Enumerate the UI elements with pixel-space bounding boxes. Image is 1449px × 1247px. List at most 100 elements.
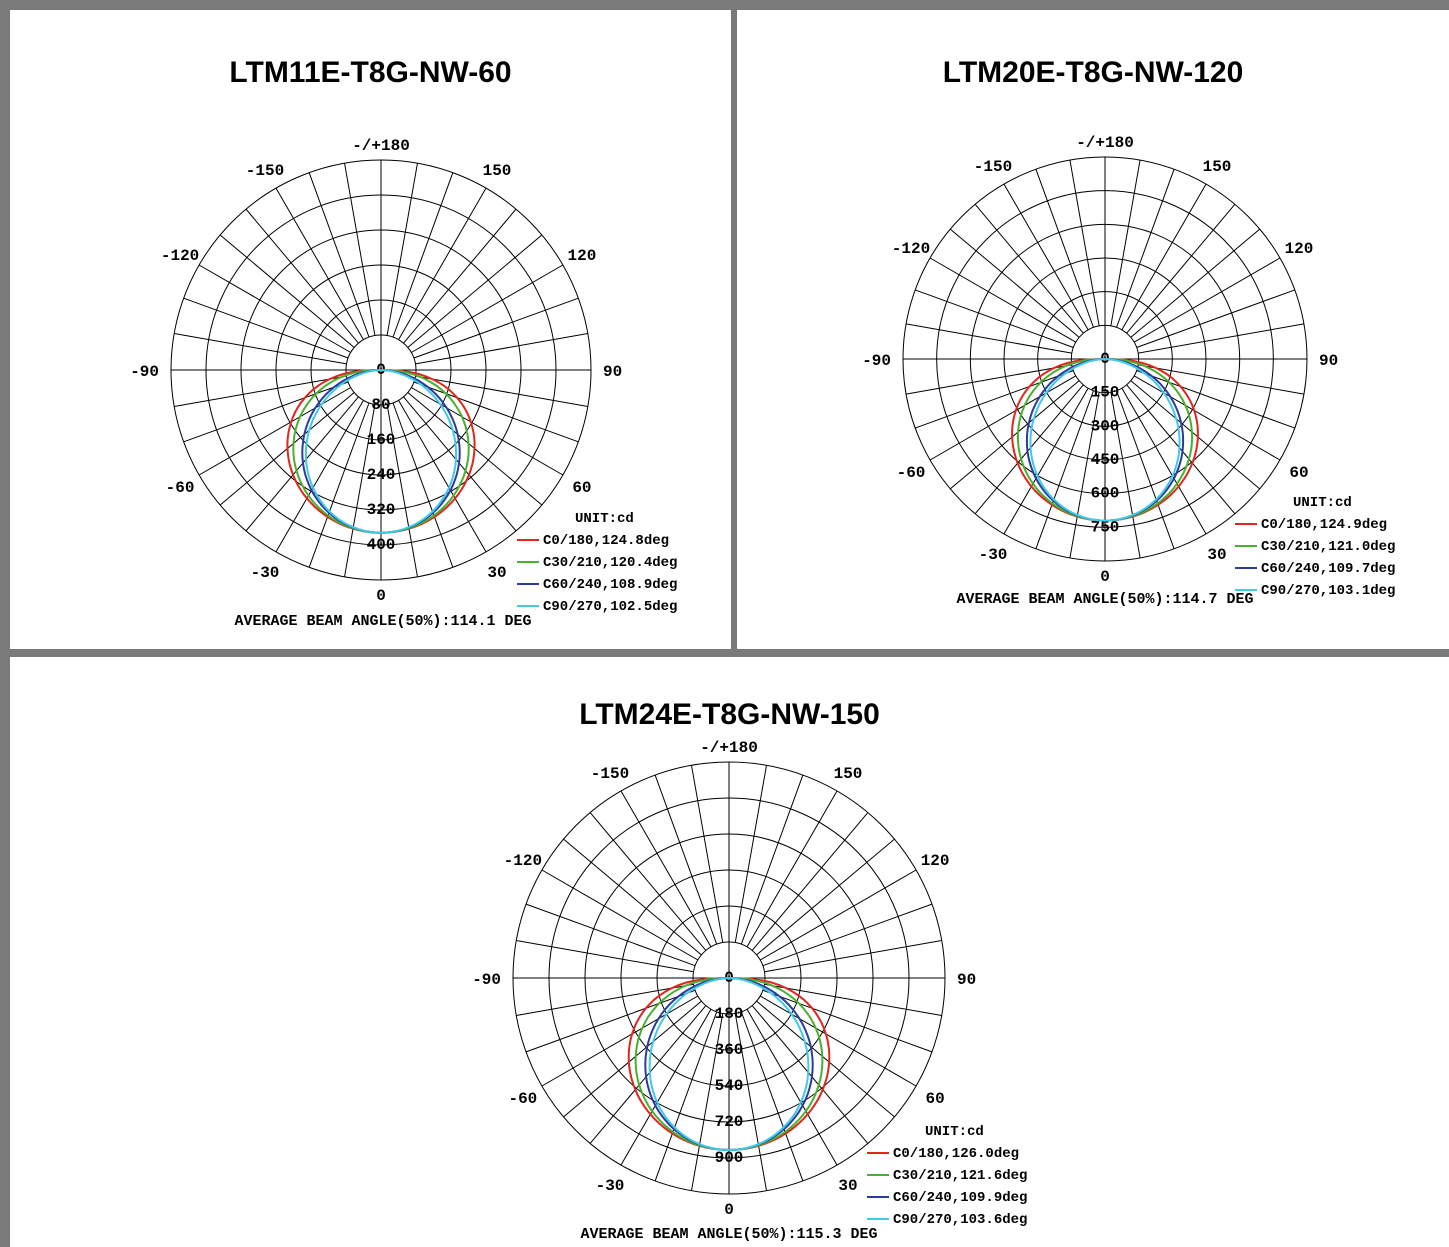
radial-tick-label: 240 <box>367 466 396 484</box>
angle-tick-label: 120 <box>1285 240 1314 258</box>
grid-spoke <box>1130 228 1261 338</box>
grid-spoke <box>1138 323 1305 354</box>
grid-spoke <box>1116 390 1175 549</box>
unit-label: UNIT:cd <box>925 1124 984 1140</box>
grid-spoke <box>415 375 588 407</box>
angle-tick-label: -/+180 <box>700 739 758 757</box>
grid-spoke <box>1110 159 1141 326</box>
angle-tick-label: 60 <box>1289 464 1308 482</box>
grid-spoke <box>764 983 942 1017</box>
frame-border-middle-vertical <box>731 0 737 655</box>
grid-spoke <box>751 1005 869 1144</box>
legend-label: C0/180,126.0deg <box>893 1146 1019 1162</box>
angle-tick-label: 30 <box>1207 546 1226 564</box>
grid-spoke <box>929 375 1077 461</box>
grid-spoke <box>915 370 1074 429</box>
grid-spoke <box>541 995 699 1087</box>
grid-spoke <box>1035 390 1094 549</box>
grid-spoke <box>915 289 1074 348</box>
unit-label: UNIT:cd <box>1293 495 1352 511</box>
angle-tick-label: -90 <box>130 363 159 381</box>
grid-spoke <box>589 1005 707 1144</box>
grid-spoke <box>525 989 696 1053</box>
grid-spoke <box>734 1013 768 1191</box>
grid-spoke <box>734 765 768 943</box>
angle-tick-label: -30 <box>596 1177 625 1195</box>
radial-tick-label: 540 <box>715 1077 744 1095</box>
grid-spoke <box>1138 364 1305 395</box>
legend-label: C90/270,103.1deg <box>1261 583 1395 599</box>
angle-tick-label: 60 <box>926 1090 945 1108</box>
grid-spoke <box>183 297 349 359</box>
grid-spoke <box>413 297 579 359</box>
grid-spoke <box>1121 387 1207 535</box>
grid-spoke <box>198 387 351 476</box>
angle-tick-label: 120 <box>921 852 950 870</box>
grid-spoke <box>589 812 707 951</box>
radial-tick-label: 450 <box>1091 451 1120 469</box>
grid-spoke <box>275 187 364 340</box>
grid-spoke <box>1133 257 1281 343</box>
grid-spoke <box>762 989 933 1053</box>
legend-label: C30/210,121.6deg <box>893 1168 1027 1184</box>
grid-spoke <box>183 381 349 443</box>
grid-spoke <box>756 838 895 956</box>
grid-spoke <box>198 264 351 353</box>
angle-tick-label: 60 <box>572 479 591 497</box>
grid-spoke <box>1035 169 1094 328</box>
grid-spoke <box>690 765 724 943</box>
angle-tick-label: -90 <box>862 352 891 370</box>
grid-spoke <box>740 1011 804 1182</box>
radial-tick-label: 180 <box>715 1005 744 1023</box>
grid-spoke <box>407 234 543 348</box>
unit-label: UNIT:cd <box>575 511 634 527</box>
angle-tick-label: -120 <box>161 247 199 265</box>
grid-spoke <box>174 333 347 365</box>
angle-tick-label: -60 <box>508 1090 537 1108</box>
grid-spoke <box>1130 380 1261 490</box>
grid-spoke <box>563 1000 702 1118</box>
angle-tick-label: -/+180 <box>1076 134 1134 152</box>
grid-spoke <box>403 208 517 344</box>
grid-spoke <box>392 402 454 568</box>
grid-spoke <box>386 404 418 577</box>
grid-spoke <box>392 172 454 338</box>
series-curve <box>648 977 810 1152</box>
grid-spoke <box>1121 183 1207 331</box>
legend-label: C90/270,102.5deg <box>543 599 677 615</box>
grid-spoke <box>415 333 588 365</box>
angle-tick-label: 150 <box>1203 158 1232 176</box>
radial-tick-label: 600 <box>1091 485 1120 503</box>
grid-spoke <box>762 903 933 967</box>
grid-spoke <box>751 812 869 951</box>
grid-spoke <box>654 1011 718 1182</box>
grid-spoke <box>344 163 376 336</box>
radial-tick-label: 720 <box>715 1113 744 1131</box>
grid-spoke <box>411 387 564 476</box>
chart-title: LTM20E-T8G-NW-120 <box>942 56 1244 89</box>
angle-tick-label: 90 <box>603 363 622 381</box>
frame-border-top <box>0 0 1449 10</box>
radial-tick-label: 900 <box>715 1149 744 1167</box>
angle-tick-label: 0 <box>376 587 386 605</box>
grid-spoke <box>516 983 694 1017</box>
legend-label: C30/210,120.4deg <box>543 555 677 571</box>
grid-spoke <box>541 869 699 961</box>
legend-label: C30/210,121.0deg <box>1261 539 1395 555</box>
grid-spoke <box>740 774 804 945</box>
grid-spoke <box>1126 384 1236 515</box>
average-beam-angle-label: AVERAGE BEAM ANGLE(50%):114.1 DEG <box>234 613 531 630</box>
angle-tick-label: -/+180 <box>352 137 410 155</box>
angle-tick-label: -90 <box>472 971 501 989</box>
angle-tick-label: 90 <box>957 971 976 989</box>
angle-tick-label: -120 <box>504 852 542 870</box>
grid-spoke <box>1136 289 1295 348</box>
angle-tick-label: 150 <box>834 765 863 783</box>
radial-tick-label: 400 <box>367 536 396 554</box>
grid-spoke <box>620 790 712 948</box>
grid-spoke <box>563 838 702 956</box>
chart-title: LTM11E-T8G-NW-60 <box>229 56 512 89</box>
radial-tick-label: 300 <box>1091 417 1120 435</box>
